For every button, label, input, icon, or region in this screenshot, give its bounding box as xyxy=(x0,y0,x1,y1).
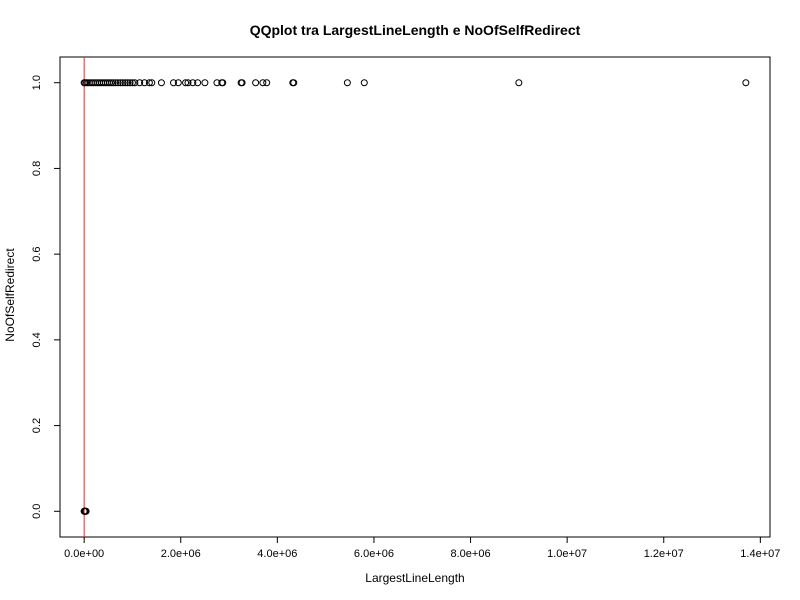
x-tick-label: 8.0e+06 xyxy=(451,548,491,560)
x-tick-label: 1.2e+07 xyxy=(644,548,684,560)
data-point xyxy=(290,79,298,87)
y-tick-label: 0.2 xyxy=(31,418,43,433)
data-point xyxy=(174,79,182,87)
data-point xyxy=(515,79,523,87)
x-tick-label: 4.0e+06 xyxy=(257,548,297,560)
x-tick-label: 6.0e+06 xyxy=(354,548,394,560)
data-point xyxy=(124,79,132,87)
data-point xyxy=(184,79,192,87)
y-axis-label: NoOfSelfRedirect xyxy=(3,248,17,342)
data-point xyxy=(219,79,227,87)
data-point xyxy=(131,79,139,87)
x-tick-label: 1.4e+07 xyxy=(740,548,780,560)
y-tick-label: 0.0 xyxy=(31,504,43,519)
data-point xyxy=(238,79,246,87)
data-point xyxy=(157,79,165,87)
data-point xyxy=(189,79,197,87)
data-point xyxy=(128,79,136,87)
data-point xyxy=(126,79,134,87)
data-points xyxy=(80,79,750,515)
data-point xyxy=(182,79,190,87)
y-axis: 0.0 0.2 0.4 0.6 0.8 1.0 xyxy=(31,75,60,519)
x-tick-label: 2.0e+06 xyxy=(161,548,201,560)
plot-frame xyxy=(59,56,771,538)
data-point xyxy=(148,79,156,87)
data-point xyxy=(742,79,750,87)
data-point xyxy=(121,79,129,87)
data-point xyxy=(343,79,351,87)
chart-title: QQplot tra LargestLineLength e NoOfSelfR… xyxy=(250,22,581,38)
data-point xyxy=(194,79,202,87)
x-tick-label: 1.0e+07 xyxy=(547,548,587,560)
data-point xyxy=(112,79,120,87)
y-tick-label: 1.0 xyxy=(31,75,43,90)
data-point xyxy=(201,79,209,87)
data-point xyxy=(136,79,144,87)
y-tick-label: 0.6 xyxy=(31,246,43,261)
data-point xyxy=(119,79,127,87)
data-point xyxy=(116,79,124,87)
data-point xyxy=(145,79,153,87)
data-point xyxy=(263,79,271,87)
data-point xyxy=(82,507,90,515)
data-point xyxy=(109,79,117,87)
data-point xyxy=(170,79,178,87)
x-axis: 0.0e+00 2.0e+06 4.0e+06 6.0e+06 8.0e+06 1.0e+… xyxy=(64,537,780,560)
data-point xyxy=(360,79,368,87)
data-point xyxy=(259,79,267,87)
x-axis-label: LargestLineLength xyxy=(365,571,464,585)
data-point xyxy=(107,79,115,87)
data-point xyxy=(252,79,260,87)
data-point xyxy=(114,79,122,87)
y-tick-label: 0.4 xyxy=(31,332,43,347)
x-tick-label: 0.0e+00 xyxy=(64,548,104,560)
data-point xyxy=(141,79,149,87)
y-tick-label: 0.8 xyxy=(31,161,43,176)
